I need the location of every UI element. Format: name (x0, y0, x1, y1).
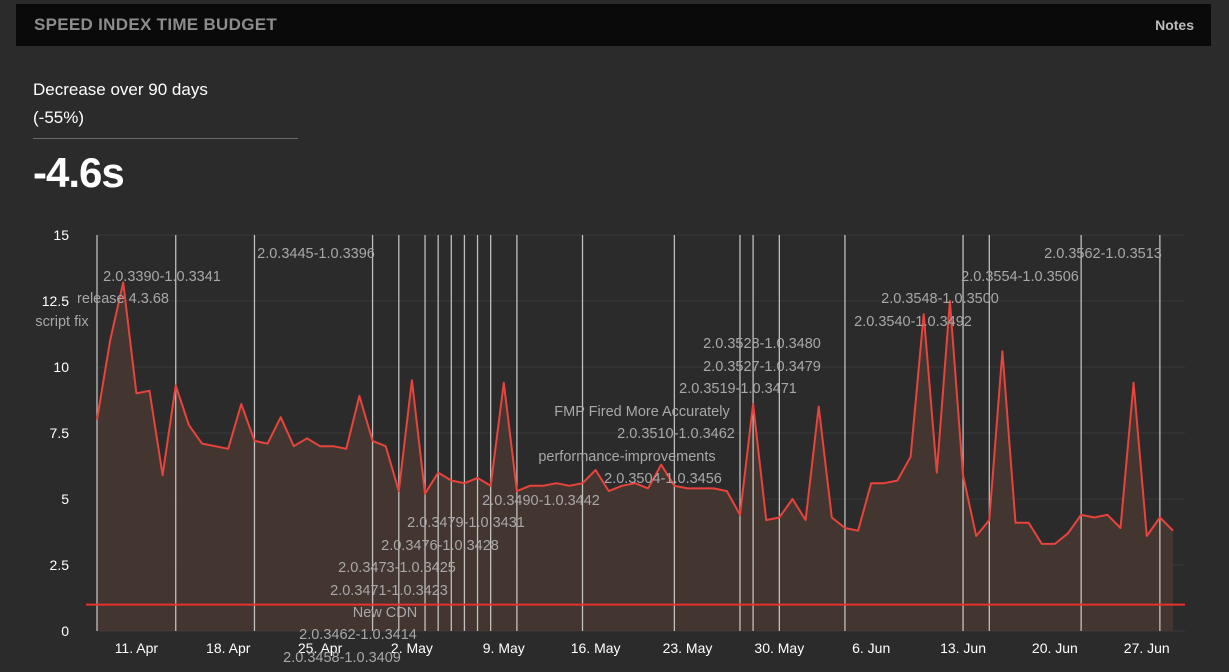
annotation-label: script fix (35, 314, 89, 330)
area-layer (97, 282, 1173, 631)
y-tick-label: 10 (53, 359, 69, 375)
annotation-label: New CDN (353, 605, 417, 621)
annotation-label: 2.0.3462-1.0.3414 (299, 627, 417, 643)
y-tick-label: 5 (61, 491, 69, 507)
x-axis: 11. Apr 18. Apr 25. Apr 2. May 9. May 16. May… (115, 640, 1170, 656)
series-line (96, 281, 1174, 545)
annotation-label: 2.0.3471-1.0.3423 (330, 583, 448, 599)
x-tick-label: 13. Jun (940, 640, 986, 656)
y-tick-label: 15 (53, 227, 69, 243)
annotation-label: 2.0.3445-1.0.3396 (257, 246, 375, 262)
y-tick-label: 7.5 (50, 425, 70, 441)
annotation-label: 2.0.3562-1.0.3513 (1044, 246, 1162, 262)
annotation-lines (96, 235, 1161, 631)
y-tick-label: 0 (61, 623, 69, 639)
annotation-labels: 2.0.3445-1.0.3396 2.0.3390-1.0.3341 releas… (35, 246, 1161, 666)
notes-button[interactable]: Notes (1155, 17, 1194, 33)
annotation-label: 2.0.3490-1.0.3442 (482, 493, 600, 509)
summary-value: -4.6s (33, 149, 125, 196)
line-layer (96, 281, 1174, 545)
x-tick-label: 2. May (391, 640, 433, 656)
x-tick-label: 20. Jun (1032, 640, 1078, 656)
y-axis: 0 2.5 5 7.5 10 12.5 15 (42, 227, 69, 639)
x-tick-label: 27. Jun (1124, 640, 1170, 656)
annotation-label: 2.0.3527-1.0.3479 (703, 359, 821, 375)
y-tick-label: 12.5 (42, 293, 69, 309)
annotation-label: 2.0.3548-1.0.3500 (881, 291, 999, 307)
annotation-label: 2.0.3519-1.0.3471 (679, 381, 797, 397)
annotation-label: 2.0.3458-1.0.3409 (283, 650, 401, 666)
y-tick-label: 2.5 (50, 557, 70, 573)
summary-divider (33, 138, 298, 139)
annotation-label: 2.0.3528-1.0.3480 (703, 336, 821, 352)
x-tick-label: 25. Apr (298, 640, 343, 656)
x-tick-label: 16. May (571, 640, 621, 656)
annotation-label: 2.0.3554-1.0.3506 (961, 269, 1079, 285)
annotation-label: 2.0.3473-1.0.3425 (338, 560, 456, 576)
chart-title: SPEED INDEX TIME BUDGET (34, 15, 278, 34)
annotation-label: 2.0.3476-1.0.3428 (381, 538, 499, 554)
summary-panel: Decrease over 90 days (-55%) -4.6s (33, 76, 298, 197)
chart-header-bar: SPEED INDEX TIME BUDGET Notes (16, 4, 1211, 46)
x-tick-label: 6. Jun (852, 640, 890, 656)
series-area (97, 282, 1173, 631)
summary-label: Decrease over 90 days (33, 80, 208, 99)
x-tick-label: 18. Apr (206, 640, 251, 656)
x-tick-label: 11. Apr (115, 640, 159, 656)
annotation-label: performance-improvements (538, 449, 715, 465)
annotation-label: 2.0.3540-1.0.3492 (854, 314, 972, 330)
x-tick-label: 23. May (663, 640, 713, 656)
x-tick-label: 9. May (483, 640, 525, 656)
annotation-label: 2.0.3510-1.0.3462 (617, 426, 735, 442)
x-tick-label: 30. May (754, 640, 804, 656)
annotation-label: FMP Fired More Accurately (554, 404, 730, 420)
annotation-label: 2.0.3504-1.0.3456 (604, 471, 722, 487)
annotation-label: 2.0.3390-1.0.3341 (103, 269, 221, 285)
annotation-label: 2.0.3479-1.0.3431 (407, 515, 525, 531)
summary-percent: (-55%) (33, 108, 85, 127)
annotation-label: release 4.3.68 (77, 291, 169, 307)
